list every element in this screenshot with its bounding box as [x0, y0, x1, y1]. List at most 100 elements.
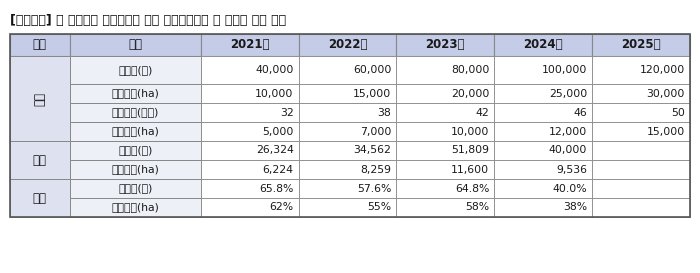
Text: [참고자료] 밀 산업육성 기본계획에 따른 목표생산면적 및 생산량 등의 실적: [참고자료] 밀 산업육성 기본계획에 따른 목표생산면적 및 생산량 등의 실…: [10, 14, 286, 26]
Bar: [70, 84, 201, 103]
Text: 목표: 목표: [34, 91, 46, 105]
Text: 40.0%: 40.0%: [552, 183, 587, 194]
Text: 55%: 55%: [368, 203, 391, 212]
Text: 10,000: 10,000: [451, 126, 489, 136]
Bar: [592, 122, 690, 141]
Text: 생산면적(ha): 생산면적(ha): [111, 203, 159, 212]
Bar: [299, 84, 396, 103]
Text: 42: 42: [475, 108, 489, 117]
Bar: [592, 56, 690, 84]
Text: 7,000: 7,000: [360, 126, 391, 136]
Bar: [396, 198, 494, 217]
Text: 26,324: 26,324: [256, 146, 293, 156]
Bar: [396, 103, 494, 122]
Bar: [201, 34, 299, 56]
Text: 생산면적(ha): 생산면적(ha): [111, 165, 159, 174]
Text: 생산량(톤): 생산량(톤): [118, 183, 153, 194]
Text: 실적: 실적: [33, 191, 47, 204]
Bar: [70, 160, 201, 179]
Bar: [592, 160, 690, 179]
Text: 8,259: 8,259: [360, 165, 391, 174]
Bar: [592, 84, 690, 103]
Text: 80,000: 80,000: [451, 65, 489, 75]
Text: 40,000: 40,000: [256, 65, 293, 75]
Bar: [299, 141, 396, 160]
Text: 9,536: 9,536: [556, 165, 587, 174]
Bar: [396, 122, 494, 141]
Bar: [592, 34, 690, 56]
Text: 5,000: 5,000: [262, 126, 293, 136]
Bar: [396, 141, 494, 160]
Bar: [592, 141, 690, 160]
Bar: [201, 179, 299, 198]
Bar: [592, 198, 690, 217]
Bar: [494, 179, 592, 198]
Bar: [70, 103, 201, 122]
Bar: [10, 34, 70, 56]
Text: 40,000: 40,000: [549, 146, 587, 156]
Text: 60,000: 60,000: [353, 65, 391, 75]
Text: 38: 38: [378, 108, 391, 117]
Bar: [494, 198, 592, 217]
Text: 생산량(톤): 생산량(톤): [118, 65, 153, 75]
Bar: [494, 84, 592, 103]
Bar: [201, 198, 299, 217]
Bar: [70, 34, 201, 56]
Bar: [201, 56, 299, 84]
Bar: [494, 141, 592, 160]
Text: 12,000: 12,000: [549, 126, 587, 136]
Bar: [10, 34, 690, 217]
Bar: [201, 122, 299, 141]
Bar: [299, 34, 396, 56]
Text: 120,000: 120,000: [640, 65, 685, 75]
Text: 65.8%: 65.8%: [259, 183, 293, 194]
Bar: [592, 179, 690, 198]
Text: 10,000: 10,000: [256, 88, 293, 99]
Text: 30,000: 30,000: [647, 88, 685, 99]
Bar: [494, 34, 592, 56]
Bar: [396, 179, 494, 198]
Bar: [201, 103, 299, 122]
Text: 62%: 62%: [270, 203, 293, 212]
Bar: [299, 122, 396, 141]
Text: 6,224: 6,224: [262, 165, 293, 174]
Bar: [396, 34, 494, 56]
Text: 100,000: 100,000: [542, 65, 587, 75]
Text: 50: 50: [671, 108, 685, 117]
Text: 15,000: 15,000: [647, 126, 685, 136]
Bar: [10, 179, 70, 217]
Text: 생산단지(ha): 생산단지(ha): [111, 126, 159, 136]
Bar: [494, 122, 592, 141]
Text: 2021년: 2021년: [230, 38, 270, 52]
Bar: [494, 103, 592, 122]
Bar: [10, 56, 70, 141]
Bar: [201, 160, 299, 179]
Text: 2024년: 2024년: [524, 38, 563, 52]
Text: 25,000: 25,000: [549, 88, 587, 99]
Bar: [494, 56, 592, 84]
Text: 2023년: 2023년: [426, 38, 465, 52]
Text: 51,809: 51,809: [452, 146, 489, 156]
Bar: [70, 56, 201, 84]
Text: 34,562: 34,562: [354, 146, 391, 156]
Bar: [201, 84, 299, 103]
Bar: [299, 179, 396, 198]
Text: 58%: 58%: [466, 203, 489, 212]
Bar: [494, 160, 592, 179]
Bar: [396, 160, 494, 179]
Text: 11,600: 11,600: [452, 165, 489, 174]
Text: 15,000: 15,000: [354, 88, 391, 99]
Bar: [299, 56, 396, 84]
Text: 생산단지(개소): 생산단지(개소): [111, 108, 159, 117]
Text: 구분: 구분: [33, 38, 47, 52]
Bar: [70, 122, 201, 141]
Text: 38%: 38%: [563, 203, 587, 212]
Text: 57.6%: 57.6%: [357, 183, 391, 194]
Bar: [396, 56, 494, 84]
Text: 항목: 항목: [128, 38, 142, 52]
Bar: [396, 84, 494, 103]
Bar: [10, 141, 70, 179]
Text: 현황: 현황: [33, 153, 47, 167]
Bar: [70, 179, 201, 198]
Text: 64.8%: 64.8%: [455, 183, 489, 194]
